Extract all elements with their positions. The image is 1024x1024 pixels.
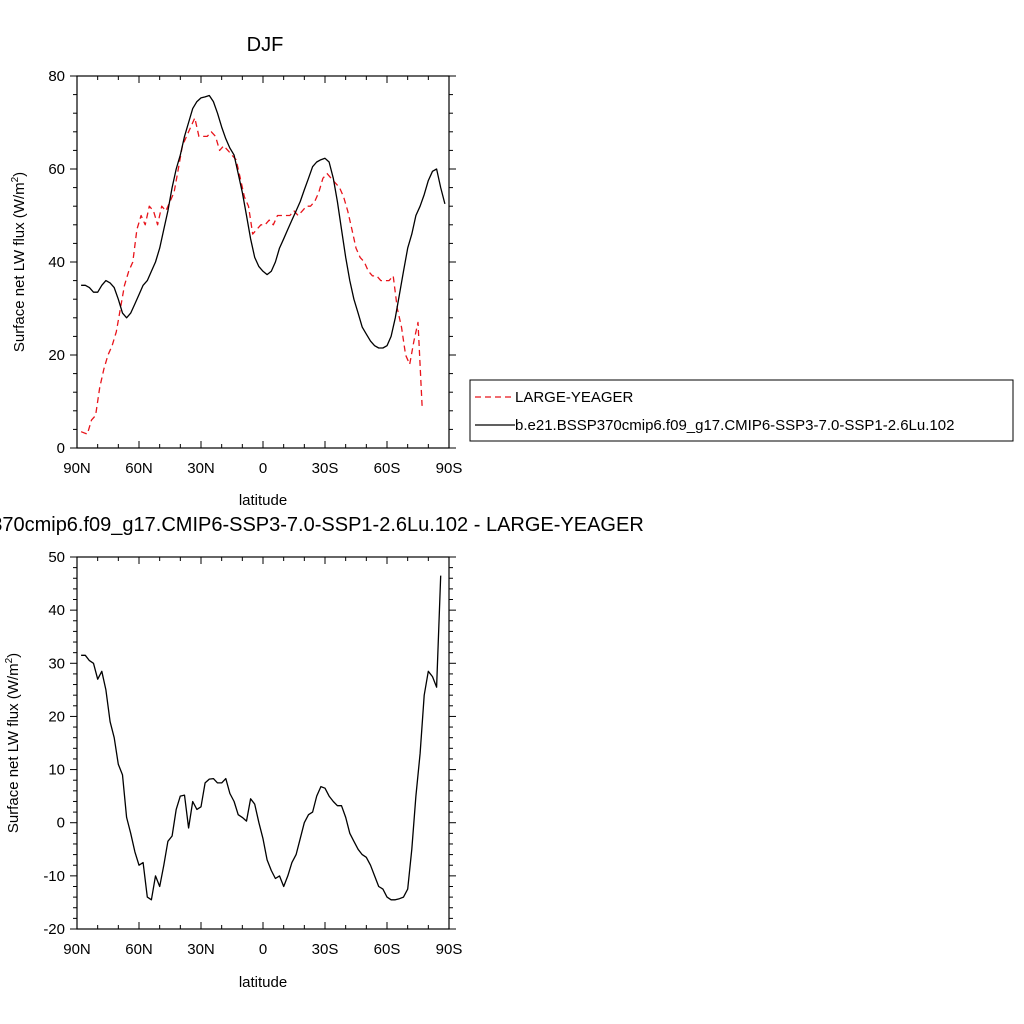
top-y-tick-label: 80 [48, 68, 65, 85]
bottom-x-tick-label: 60S [374, 941, 401, 958]
bottom-x-tick-label: 0 [259, 941, 267, 958]
bottom-y-tick-label: 20 [48, 708, 65, 725]
top-x-axis-label: latitude [239, 492, 287, 509]
bottom-x-tick-label: 30S [312, 941, 339, 958]
top-axis-ticks: 90N 60N 30N 0 30S 60S 90S 0 20 40 60 80 [48, 68, 462, 477]
bottom-x-tick-label: 60N [125, 941, 153, 958]
bottom-x-tick-label: 90N [63, 941, 91, 958]
top-series-line-0 [80, 117, 423, 435]
bottom-x-tick-label: 90S [436, 941, 463, 958]
top-x-tick-label: 60N [125, 460, 153, 477]
top-y-tick-label: 0 [57, 440, 65, 457]
top-x-tick-label: 90N [63, 460, 91, 477]
bottom-axis-ticks: 90N 60N 30N 0 30S 60S 90S -20 -10 0 10 20 30 40 50 [43, 549, 462, 958]
bottom-y-tick-label: 0 [57, 815, 65, 832]
bottom-series-line-0 [81, 575, 442, 901]
top-y-axis-label: Surface net LW flux (W/m2) [10, 172, 28, 352]
top-x-tick-label: 30N [187, 460, 215, 477]
top-x-tick-label: 0 [259, 460, 267, 477]
bottom-plot-frame [76, 556, 450, 930]
bottom-y-tick-label: -20 [43, 921, 65, 938]
top-y-tick-label: 60 [48, 161, 65, 178]
legend-label-large-yeager: LARGE-YEAGER [515, 389, 634, 406]
top-chart-title: DJF [247, 34, 284, 56]
top-y-tick-label: 20 [48, 347, 65, 364]
bottom-y-tick-label: -10 [43, 868, 65, 885]
legend-label-bssp370: b.e21.BSSP370cmip6.f09_g17.CMIP6-SSP3-7.… [515, 417, 954, 434]
top-y-tick-label: 40 [48, 254, 65, 271]
bottom-y-tick-label: 40 [48, 602, 65, 619]
top-series-lines [80, 94, 446, 435]
top-series-line-1 [81, 94, 446, 349]
bottom-panel: b.e21.BSSP370cmip6.f09_g17.CMIP6-SSP3-7.… [0, 514, 644, 991]
top-x-tick-label: 60S [374, 460, 401, 477]
bottom-x-axis-label: latitude [239, 974, 287, 991]
legend: LARGE-YEAGER b.e21.BSSP370cmip6.f09_g17.… [469, 379, 1014, 442]
legend-box [469, 379, 1014, 442]
top-panel: DJF 90N 60N 30N 0 30S 60S 90S 0 20 40 60 80 latitud… [10, 34, 462, 509]
bottom-y-tick-label: 30 [48, 655, 65, 672]
bottom-series-lines [81, 575, 442, 901]
bottom-x-tick-label: 30N [187, 941, 215, 958]
bottom-y-axis-label: Surface net LW flux (W/m2) [4, 653, 22, 833]
bottom-chart-title: b.e21.BSSP370cmip6.f09_g17.CMIP6-SSP3-7.… [0, 514, 644, 536]
bottom-y-tick-label: 10 [48, 762, 65, 779]
top-x-tick-label: 30S [312, 460, 339, 477]
top-x-tick-label: 90S [436, 460, 463, 477]
bottom-y-tick-label: 50 [48, 549, 65, 566]
